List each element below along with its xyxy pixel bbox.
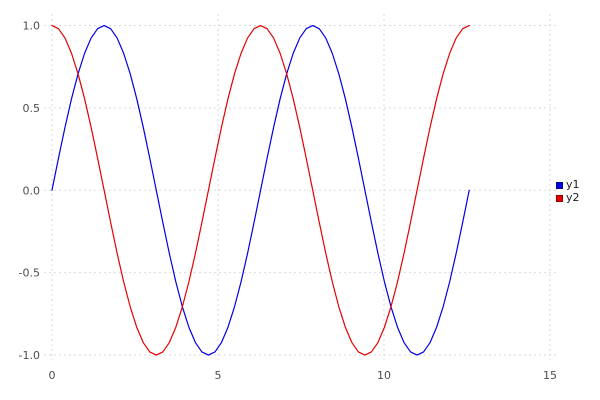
legend-swatch-y1-icon <box>556 181 563 189</box>
y-tick-label: 1.0 <box>23 20 41 33</box>
series-line-y2 <box>51 24 470 356</box>
chart-legend: y1 y2 <box>556 179 580 204</box>
y-tick-label: 0.0 <box>23 184 41 197</box>
x-tick-label: 5 <box>214 369 221 382</box>
legend-label-y2: y2 <box>566 191 580 204</box>
y-tick-label: -1.0 <box>19 349 40 362</box>
x-tick-label: 0 <box>48 369 55 382</box>
x-tick-label: 10 <box>377 369 391 382</box>
legend-label-y1: y1 <box>566 178 580 191</box>
legend-swatch-y2-icon <box>556 194 563 202</box>
legend-item-y2: y2 <box>556 192 580 204</box>
x-tick-label: 15 <box>543 369 557 382</box>
y-tick-label: 0.5 <box>23 102 41 115</box>
legend-item-y1: y1 <box>556 179 580 191</box>
y-tick-label: -0.5 <box>19 267 40 280</box>
series-line-y1 <box>51 24 470 356</box>
